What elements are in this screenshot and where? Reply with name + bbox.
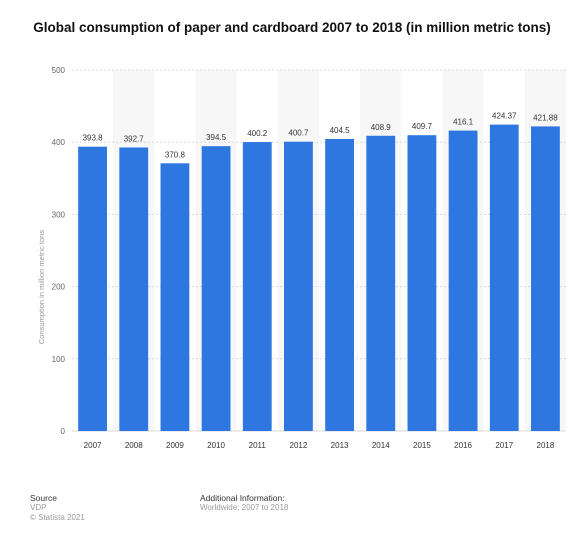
additional-info-block: Additional Information: Worldwide; 2007 … [200,493,288,513]
bar [78,146,107,432]
x-tick-label: 2012 [290,441,308,450]
value-label: 424.37 [492,112,517,121]
value-label: 400.2 [247,129,268,138]
value-label: 421.88 [533,113,558,122]
x-tick-label: 2017 [495,441,513,450]
value-label: 394.5 [206,133,227,142]
value-label: 400.7 [288,129,309,138]
x-tick-label: 2016 [454,441,472,450]
gridlines [72,69,566,432]
value-label: 392.7 [124,134,145,143]
value-label: 409.7 [412,122,433,131]
x-tick-label: 2010 [207,441,225,450]
y-axis-label: Consumption in million metric tons [37,230,46,344]
x-tick-label: 2018 [537,441,555,450]
info-text: Worldwide; 2007 to 2018 [200,503,289,512]
bar [325,138,354,432]
bars [78,124,560,432]
y-tick-label: 300 [52,210,66,219]
x-tick-label: 2008 [125,441,143,450]
value-label: 416.1 [453,118,474,127]
y-axis-ticks: 0 100 200 300 400 500 [52,66,66,436]
x-tick-label: 2011 [249,441,267,450]
x-tick-label: 2009 [166,441,184,450]
y-tick-label: 0 [61,427,66,436]
bar [201,146,231,431]
y-tick-label: 100 [52,355,66,364]
y-tick-label: 200 [52,283,66,292]
source-heading: Source [30,493,57,503]
bar [407,135,437,431]
bar [489,124,519,431]
source-block: Source VDP © Statista 2021 [30,493,85,523]
bar [531,126,560,431]
source-name[interactable]: VDP [30,503,47,512]
bar [119,147,149,432]
x-tick-label: 2013 [331,441,349,450]
x-tick-label: 2015 [413,441,431,450]
x-axis-ticks: 2007 2008 2009 2010 2011 2012 2013 2014 2015 2016… [84,441,555,450]
bar [284,141,313,432]
value-label: 404.5 [330,126,351,135]
value-label: 370.8 [165,150,186,159]
bar [242,142,272,431]
info-heading: Additional Information: [200,493,285,503]
copyright: © Statista 2021 [30,513,85,522]
value-labels: 393.8 392.7 370.8 394.5 400.2 400.7 404.5 408.9… [83,112,559,160]
value-label: 393.8 [83,134,104,143]
chart-title: Global consumption of paper and cardboar… [33,20,551,35]
bar [160,163,190,431]
bar [366,135,396,431]
y-tick-label: 500 [52,66,66,75]
x-tick-label: 2014 [372,441,390,450]
bar [448,130,478,431]
x-tick-label: 2007 [84,441,102,450]
value-label: 408.9 [371,123,392,132]
y-tick-label: 400 [52,138,66,147]
